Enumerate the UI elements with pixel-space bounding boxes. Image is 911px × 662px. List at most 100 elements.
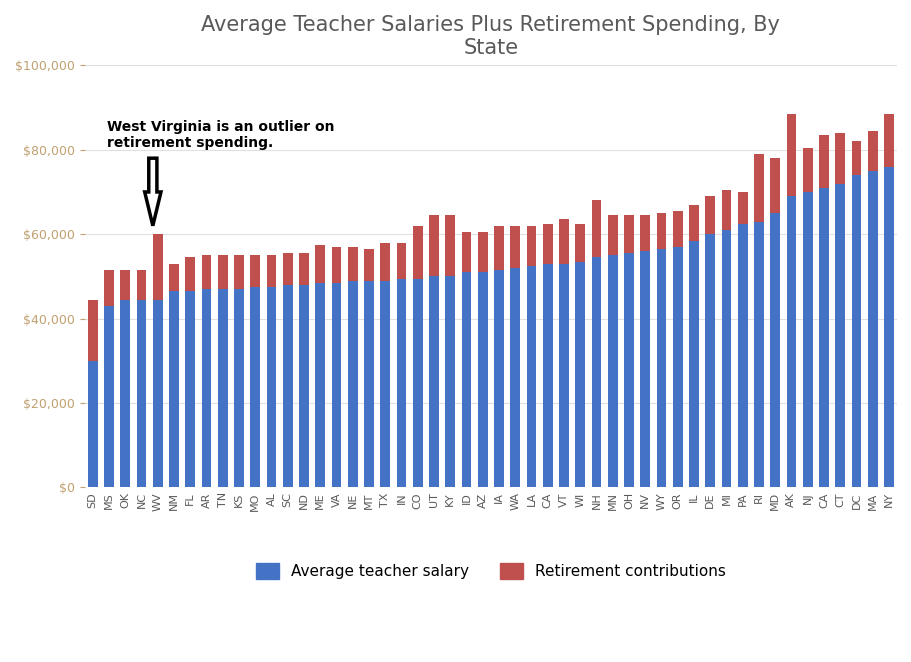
Bar (818, 188, 828, 487)
Bar (363, 281, 374, 487)
Bar (883, 167, 893, 487)
Bar (640, 215, 650, 251)
Bar (153, 300, 162, 487)
Bar (428, 215, 438, 277)
Bar (104, 270, 114, 306)
Bar (834, 133, 844, 183)
Bar (802, 148, 812, 192)
Bar (834, 183, 844, 487)
Bar (753, 222, 763, 487)
Bar (234, 289, 243, 487)
Bar (413, 279, 422, 487)
Bar (575, 224, 584, 261)
Bar (169, 291, 179, 487)
Bar (87, 300, 97, 361)
Bar (234, 256, 243, 289)
Polygon shape (145, 158, 160, 226)
Bar (299, 285, 309, 487)
Bar (347, 247, 357, 281)
Bar (218, 289, 228, 487)
Bar (866, 131, 876, 171)
Bar (510, 268, 519, 487)
Bar (494, 270, 503, 487)
Bar (770, 158, 779, 213)
Bar (120, 270, 130, 300)
Bar (363, 249, 374, 281)
Text: West Virginia is an outlier on
retirement spending.: West Virginia is an outlier on retiremen… (107, 120, 334, 150)
Bar (332, 247, 341, 283)
Bar (558, 263, 568, 487)
Bar (689, 205, 698, 240)
Bar (396, 279, 406, 487)
Bar (87, 361, 97, 487)
Bar (445, 277, 455, 487)
Bar (672, 211, 681, 247)
Bar (153, 234, 162, 300)
Bar (656, 249, 666, 487)
Bar (704, 196, 714, 234)
Bar (315, 245, 324, 283)
Bar (461, 272, 471, 487)
Bar (494, 226, 503, 270)
Bar (704, 234, 714, 487)
Bar (802, 192, 812, 487)
Bar (201, 256, 211, 289)
Bar (607, 256, 617, 487)
Bar (818, 135, 828, 188)
Bar (737, 192, 747, 224)
Bar (104, 306, 114, 487)
Bar (721, 230, 731, 487)
Bar (558, 219, 568, 263)
Bar (461, 232, 471, 272)
Bar (380, 243, 390, 281)
Legend: Average teacher salary, Retirement contributions: Average teacher salary, Retirement contr… (250, 557, 731, 585)
Bar (542, 263, 552, 487)
Bar (120, 300, 130, 487)
Bar (169, 263, 179, 291)
Bar (332, 283, 341, 487)
Bar (526, 266, 536, 487)
Bar (266, 287, 276, 487)
Bar (623, 253, 633, 487)
Bar (851, 175, 860, 487)
Bar (656, 213, 666, 249)
Bar (282, 253, 292, 285)
Bar (575, 261, 584, 487)
Bar (883, 114, 893, 167)
Bar (428, 277, 438, 487)
Bar (785, 114, 795, 196)
Bar (185, 258, 195, 291)
Bar (299, 253, 309, 285)
Bar (542, 224, 552, 263)
Bar (218, 256, 228, 289)
Bar (721, 190, 731, 230)
Bar (851, 141, 860, 175)
Bar (201, 289, 211, 487)
Bar (250, 256, 260, 287)
Bar (413, 226, 422, 279)
Bar (526, 226, 536, 266)
Bar (137, 300, 146, 487)
Bar (591, 201, 600, 258)
Bar (640, 251, 650, 487)
Bar (753, 154, 763, 222)
Title: Average Teacher Salaries Plus Retirement Spending, By
State: Average Teacher Salaries Plus Retirement… (201, 15, 780, 58)
Bar (607, 215, 617, 256)
Bar (737, 224, 747, 487)
Bar (591, 258, 600, 487)
Bar (282, 285, 292, 487)
Bar (623, 215, 633, 253)
Bar (396, 243, 406, 279)
Bar (689, 240, 698, 487)
Bar (185, 291, 195, 487)
Bar (380, 281, 390, 487)
Bar (347, 281, 357, 487)
Bar (137, 270, 146, 300)
Bar (315, 283, 324, 487)
Bar (477, 232, 487, 272)
Bar (672, 247, 681, 487)
Bar (785, 196, 795, 487)
Bar (866, 171, 876, 487)
Bar (510, 226, 519, 268)
Bar (250, 287, 260, 487)
